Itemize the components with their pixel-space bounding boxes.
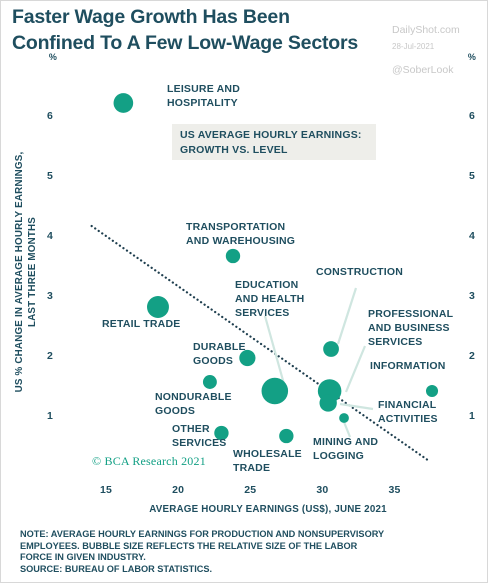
note-line-3: FORCE IN GIVEN INDUSTRY. xyxy=(20,552,146,562)
y-tick-left-5: 5 xyxy=(47,170,53,182)
label-durable-goods-line-2: GOODS xyxy=(193,355,233,367)
bubble-financial-activities xyxy=(319,394,337,412)
x-tick-15: 15 xyxy=(100,484,112,496)
bubble-wholesale-trade xyxy=(279,428,294,444)
note-line-1: NOTE: AVERAGE HOURLY EARNINGS FOR PRODUC… xyxy=(20,529,385,539)
bubble-nondurable-goods xyxy=(202,375,217,389)
inset-label-line-1: US AVERAGE HOURLY EARNINGS: xyxy=(180,129,362,141)
y-unit-right: % xyxy=(468,52,476,62)
watermark-handle: @SoberLook xyxy=(392,64,454,76)
bubble-other-services xyxy=(214,425,229,441)
label-retail-trade: RETAIL TRADE xyxy=(102,318,180,330)
bubble-leisure-and-hospitality xyxy=(113,93,134,113)
chart-title: Faster Wage Growth Has Been Confined To … xyxy=(12,6,359,54)
x-axis-label: AVERAGE HOURLY EARNINGS (US$), JUNE 2021 xyxy=(149,504,387,515)
label-leisure-and-hospitality-line-2: HOSPITALITY xyxy=(167,97,238,109)
y-tick-right-5: 5 xyxy=(469,170,475,182)
leader-financial xyxy=(339,402,374,411)
y-tick-left-6: 6 xyxy=(47,110,53,122)
credit-bca-research: © BCA Research 2021 xyxy=(92,454,206,468)
x-tick-30: 30 xyxy=(316,484,328,496)
watermark-date: 28-Jul-2021 xyxy=(392,42,435,51)
note-line-2: EMPLOYEES. BUBBLE SIZE REFLECTS THE RELA… xyxy=(20,540,358,551)
watermark-site: DailyShot.com xyxy=(392,24,460,36)
label-transportation-and-warehousing-line-1: TRANSPORTATION xyxy=(186,221,285,233)
label-construction: CONSTRUCTION xyxy=(316,266,403,278)
label-wholesale-trade-line-1: WHOLESALE xyxy=(233,448,302,460)
y-tick-right-1: 1 xyxy=(469,410,475,422)
inset-label-box xyxy=(172,124,376,160)
label-professional-and-business-services-line-3: SERVICES xyxy=(368,336,423,348)
leader-construction xyxy=(336,287,358,345)
label-transportation-and-warehousing-line-2: AND WAREHOUSING xyxy=(186,235,295,247)
y-tick-right-4: 4 xyxy=(469,230,475,242)
x-tick-25: 25 xyxy=(244,484,256,496)
label-leisure-and-hospitality-line-1: LEISURE AND xyxy=(167,83,240,95)
bubble-mining-and-logging xyxy=(339,413,349,423)
y-tick-left-4: 4 xyxy=(47,230,53,242)
label-mining-and-logging-line-2: LOGGING xyxy=(313,450,364,462)
y-axis-label-line-1: US % CHANGE IN AVERAGE HOURLY EARNINGS, xyxy=(14,152,25,393)
bubble-education-and-health-services xyxy=(261,377,289,405)
y-axis-label-line-2: LAST THREE MONTHS xyxy=(27,217,38,327)
label-professional-and-business-services-line-1: PROFESSIONAL xyxy=(368,308,454,320)
bubble-transportation-and-warehousing xyxy=(225,248,241,264)
x-tick-35: 35 xyxy=(388,484,400,496)
label-durable-goods-line-1: DURABLE xyxy=(193,341,246,353)
bubble-durable-goods xyxy=(239,349,256,367)
x-tick-20: 20 xyxy=(172,484,184,496)
label-financial-activities-line-1: FINANCIAL xyxy=(378,399,437,411)
label-nondurable-goods-line-1: NONDURABLE xyxy=(155,391,232,403)
label-wholesale-trade-line-2: TRADE xyxy=(233,462,270,474)
label-education-and-health-services-line-1: EDUCATION xyxy=(235,279,298,291)
bubble-information xyxy=(425,384,439,398)
leader-education xyxy=(263,315,286,385)
label-other-services-line-1: OTHER xyxy=(172,423,210,435)
y-unit-left: % xyxy=(49,52,57,62)
y-tick-left-3: 3 xyxy=(47,290,53,302)
label-information: INFORMATION xyxy=(370,360,446,372)
label-other-services-line-2: SERVICES xyxy=(172,437,227,449)
label-nondurable-goods-line-2: GOODS xyxy=(155,405,195,417)
chart-note: NOTE: AVERAGE HOURLY EARNINGS FOR PRODUC… xyxy=(20,529,480,575)
label-financial-activities-line-2: ACTIVITIES xyxy=(378,413,438,425)
y-tick-left-2: 2 xyxy=(47,350,53,362)
y-tick-left-1: 1 xyxy=(47,410,53,422)
y-tick-right-3: 3 xyxy=(469,290,475,302)
leader-mining xyxy=(342,421,352,438)
inset-label-line-2: GROWTH VS. LEVEL xyxy=(180,144,288,156)
label-education-and-health-services-line-2: AND HEALTH xyxy=(235,293,304,305)
y-tick-right-2: 2 xyxy=(469,350,475,362)
leader-professional xyxy=(344,345,367,393)
bubble-construction xyxy=(323,341,339,357)
bubble-retail-trade xyxy=(147,296,169,318)
label-education-and-health-services-line-3: SERVICES xyxy=(235,307,290,319)
y-tick-right-6: 6 xyxy=(469,110,475,122)
label-mining-and-logging-line-1: MINING AND xyxy=(313,436,378,448)
trendline xyxy=(90,224,429,462)
note-line-4: SOURCE: BUREAU OF LABOR STATISTICS. xyxy=(20,563,213,574)
label-professional-and-business-services-line-2: AND BUSINESS xyxy=(368,322,450,334)
